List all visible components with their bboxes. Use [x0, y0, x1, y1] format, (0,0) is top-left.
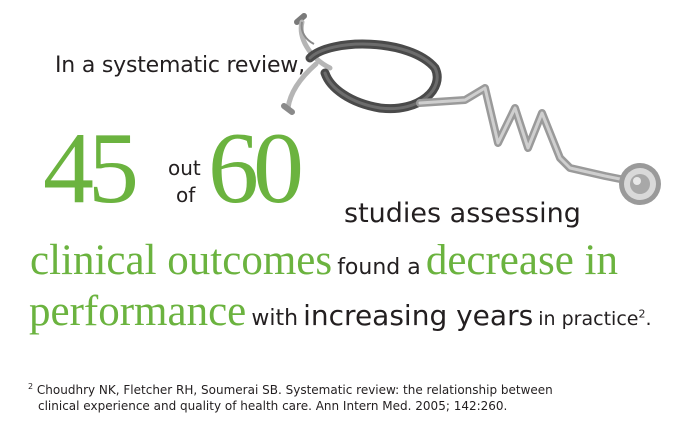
period: .: [645, 308, 652, 330]
found-a-phrase: found a: [337, 255, 421, 280]
footnote-marker: 2: [28, 382, 34, 391]
in-practice-phrase: in practice2.: [538, 308, 651, 330]
decrease-in-phrase: decrease in: [425, 237, 618, 284]
studies-assessing-text: studies assessing: [344, 198, 581, 229]
statement-line-2: performance with increasing years in pra…: [29, 287, 652, 336]
word-of: of: [176, 183, 196, 207]
word-out: out: [168, 156, 201, 180]
reference-marker: 2: [638, 307, 646, 321]
number-45: 45: [43, 112, 139, 225]
statement-line-1: clinical outcomes found a decrease in: [30, 236, 618, 285]
clinical-outcomes-phrase: clinical outcomes: [30, 237, 333, 284]
stethoscope-icon: [281, 13, 661, 205]
in-practice-text: in practice: [538, 308, 639, 330]
footnote-line-2: clinical experience and quality of healt…: [38, 399, 508, 413]
footnote-text-1: Choudhry NK, Fletcher RH, Soumerai SB. S…: [36, 383, 553, 397]
with-word: with: [251, 306, 299, 331]
footnote-line-1: 2 Choudhry NK, Fletcher RH, Soumerai SB.…: [28, 382, 553, 397]
number-60: 60: [208, 112, 304, 225]
increasing-years-phrase: increasing years: [303, 299, 534, 332]
intro-text: In a systematic review,: [55, 53, 305, 78]
performance-phrase: performance: [29, 288, 247, 335]
